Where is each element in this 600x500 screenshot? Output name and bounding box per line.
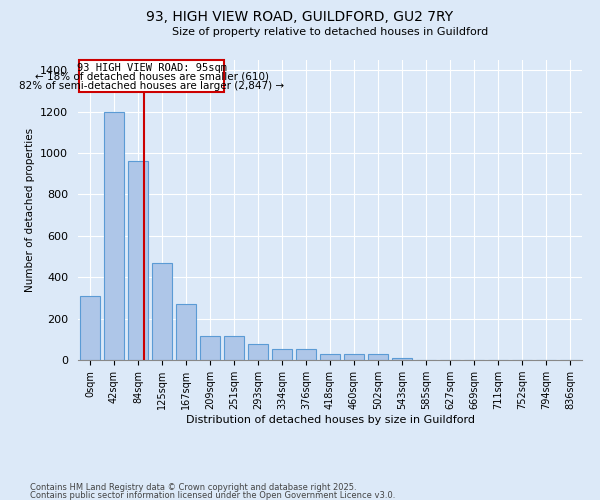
Bar	[128, 162, 148, 360]
Bar	[176, 304, 196, 360]
Text: ← 18% of detached houses are smaller (610): ← 18% of detached houses are smaller (61…	[35, 72, 269, 82]
Bar	[344, 354, 364, 360]
Bar	[320, 354, 340, 360]
X-axis label: Distribution of detached houses by size in Guildford: Distribution of detached houses by size …	[185, 415, 475, 425]
Bar	[248, 344, 268, 360]
Text: Contains HM Land Registry data © Crown copyright and database right 2025.: Contains HM Land Registry data © Crown c…	[30, 484, 356, 492]
Text: Contains public sector information licensed under the Open Government Licence v3: Contains public sector information licen…	[30, 490, 395, 500]
Bar	[272, 348, 292, 360]
Text: 82% of semi-detached houses are larger (2,847) →: 82% of semi-detached houses are larger (…	[19, 81, 284, 91]
Bar	[296, 348, 316, 360]
Bar	[368, 354, 388, 360]
Bar	[392, 358, 412, 360]
Bar	[200, 336, 220, 360]
Bar	[104, 112, 124, 360]
Title: Size of property relative to detached houses in Guildford: Size of property relative to detached ho…	[172, 27, 488, 37]
Text: 93, HIGH VIEW ROAD, GUILDFORD, GU2 7RY: 93, HIGH VIEW ROAD, GUILDFORD, GU2 7RY	[146, 10, 454, 24]
Bar	[80, 296, 100, 360]
Bar	[224, 336, 244, 360]
Bar	[152, 263, 172, 360]
FancyBboxPatch shape	[79, 60, 224, 92]
Y-axis label: Number of detached properties: Number of detached properties	[25, 128, 35, 292]
Text: 93 HIGH VIEW ROAD: 95sqm: 93 HIGH VIEW ROAD: 95sqm	[77, 63, 227, 73]
